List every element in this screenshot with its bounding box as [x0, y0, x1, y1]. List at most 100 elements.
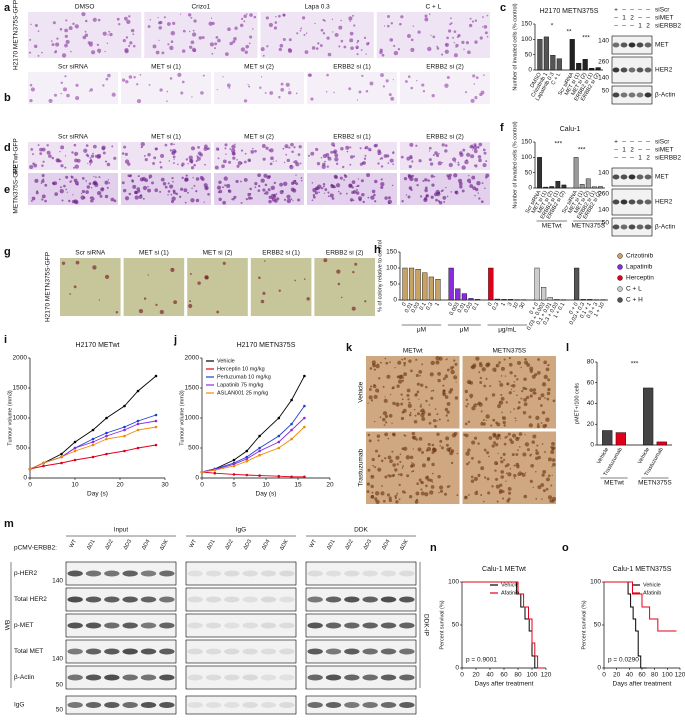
cell: [408, 495, 413, 499]
annotation: p = 0.9001: [466, 657, 497, 664]
cell: [236, 164, 240, 168]
cell: [552, 399, 556, 403]
cell: [450, 369, 455, 375]
bar: [579, 184, 585, 189]
cell: [222, 186, 224, 189]
cell: [349, 31, 354, 36]
cell: [504, 436, 507, 439]
lane-sign: –: [614, 147, 618, 154]
band: [620, 92, 628, 98]
cell: [382, 417, 386, 422]
chart-title: Calu-1 METN375S: [613, 566, 672, 573]
panel-letter: m: [4, 518, 14, 530]
cell: [420, 491, 425, 496]
band-label: MET: [655, 174, 669, 181]
side-label: METwt-GFP: [13, 138, 20, 173]
cell: [296, 32, 299, 35]
lane-label: WT: [189, 538, 199, 549]
cell: [375, 388, 380, 393]
band: [325, 648, 342, 655]
cell: [166, 90, 169, 93]
cell: [547, 495, 553, 500]
cell: [217, 38, 221, 43]
cell: [495, 443, 499, 447]
band: [344, 702, 360, 708]
cell: [29, 164, 34, 170]
annotation: ***: [555, 141, 563, 148]
x-tick-label: 0.03: [411, 302, 422, 314]
cell: [37, 30, 40, 32]
cell: [498, 400, 504, 405]
x-tick-label: 0: [200, 482, 204, 489]
y-tick-label: 2000: [185, 355, 200, 362]
cell: [403, 357, 406, 360]
cell: [228, 189, 232, 193]
bar: [555, 181, 561, 189]
cell: [402, 465, 404, 467]
cell: [64, 155, 67, 157]
cell: [481, 367, 486, 372]
cell: [547, 457, 552, 462]
group-label: METwt: [542, 223, 562, 230]
bar: [591, 186, 597, 189]
cell: [110, 197, 115, 202]
cell: [80, 195, 85, 200]
cell: [170, 40, 174, 43]
cell: [432, 481, 434, 483]
cell: [400, 155, 404, 159]
bar: [580, 299, 586, 301]
band: [104, 570, 120, 577]
cell: [495, 484, 500, 489]
cell: [51, 156, 55, 160]
cell: [351, 186, 354, 189]
cell: [387, 24, 390, 28]
cell: [447, 419, 450, 422]
band: [307, 622, 323, 629]
legend-label: C + L: [626, 286, 642, 293]
bar: [422, 272, 428, 301]
band: [187, 622, 203, 629]
cell: [392, 163, 395, 166]
y-tick-label: 150: [386, 249, 397, 256]
cell: [273, 26, 278, 30]
cell: [371, 189, 376, 194]
cell: [433, 175, 436, 178]
cell: [509, 371, 513, 375]
band: [104, 674, 120, 681]
cell: [181, 176, 184, 180]
y-axis-label: pMET+/100 cells: [574, 383, 580, 424]
bar: [569, 39, 575, 71]
cell: [468, 23, 473, 28]
cell: [284, 144, 289, 149]
cell: [138, 308, 144, 314]
lane-sign: –: [614, 15, 618, 22]
cell: [543, 360, 547, 365]
band: [380, 570, 397, 577]
cell: [33, 44, 38, 49]
cell: [262, 54, 265, 57]
cell: [461, 189, 465, 193]
cell: [408, 413, 412, 417]
bar: [415, 269, 421, 301]
cell: [401, 467, 404, 469]
cell: [195, 198, 200, 203]
cell: [474, 144, 477, 147]
cell: [187, 191, 189, 194]
cell: [475, 356, 480, 361]
band: [636, 42, 644, 48]
cell: [453, 41, 456, 44]
blot-row-label: siERBB2: [655, 23, 681, 30]
cell: [171, 152, 174, 155]
y-tick-label: 500: [188, 445, 199, 452]
cell: [373, 394, 378, 399]
cell: [98, 176, 101, 179]
cell: [332, 185, 336, 189]
cell: [201, 36, 205, 39]
cell: [384, 421, 388, 424]
cell: [335, 162, 339, 166]
band: [628, 174, 636, 180]
x-tick-label: 0: [401, 302, 408, 308]
x-tick-label: 40: [626, 672, 634, 679]
cell: [540, 393, 545, 398]
cell: [33, 163, 38, 168]
